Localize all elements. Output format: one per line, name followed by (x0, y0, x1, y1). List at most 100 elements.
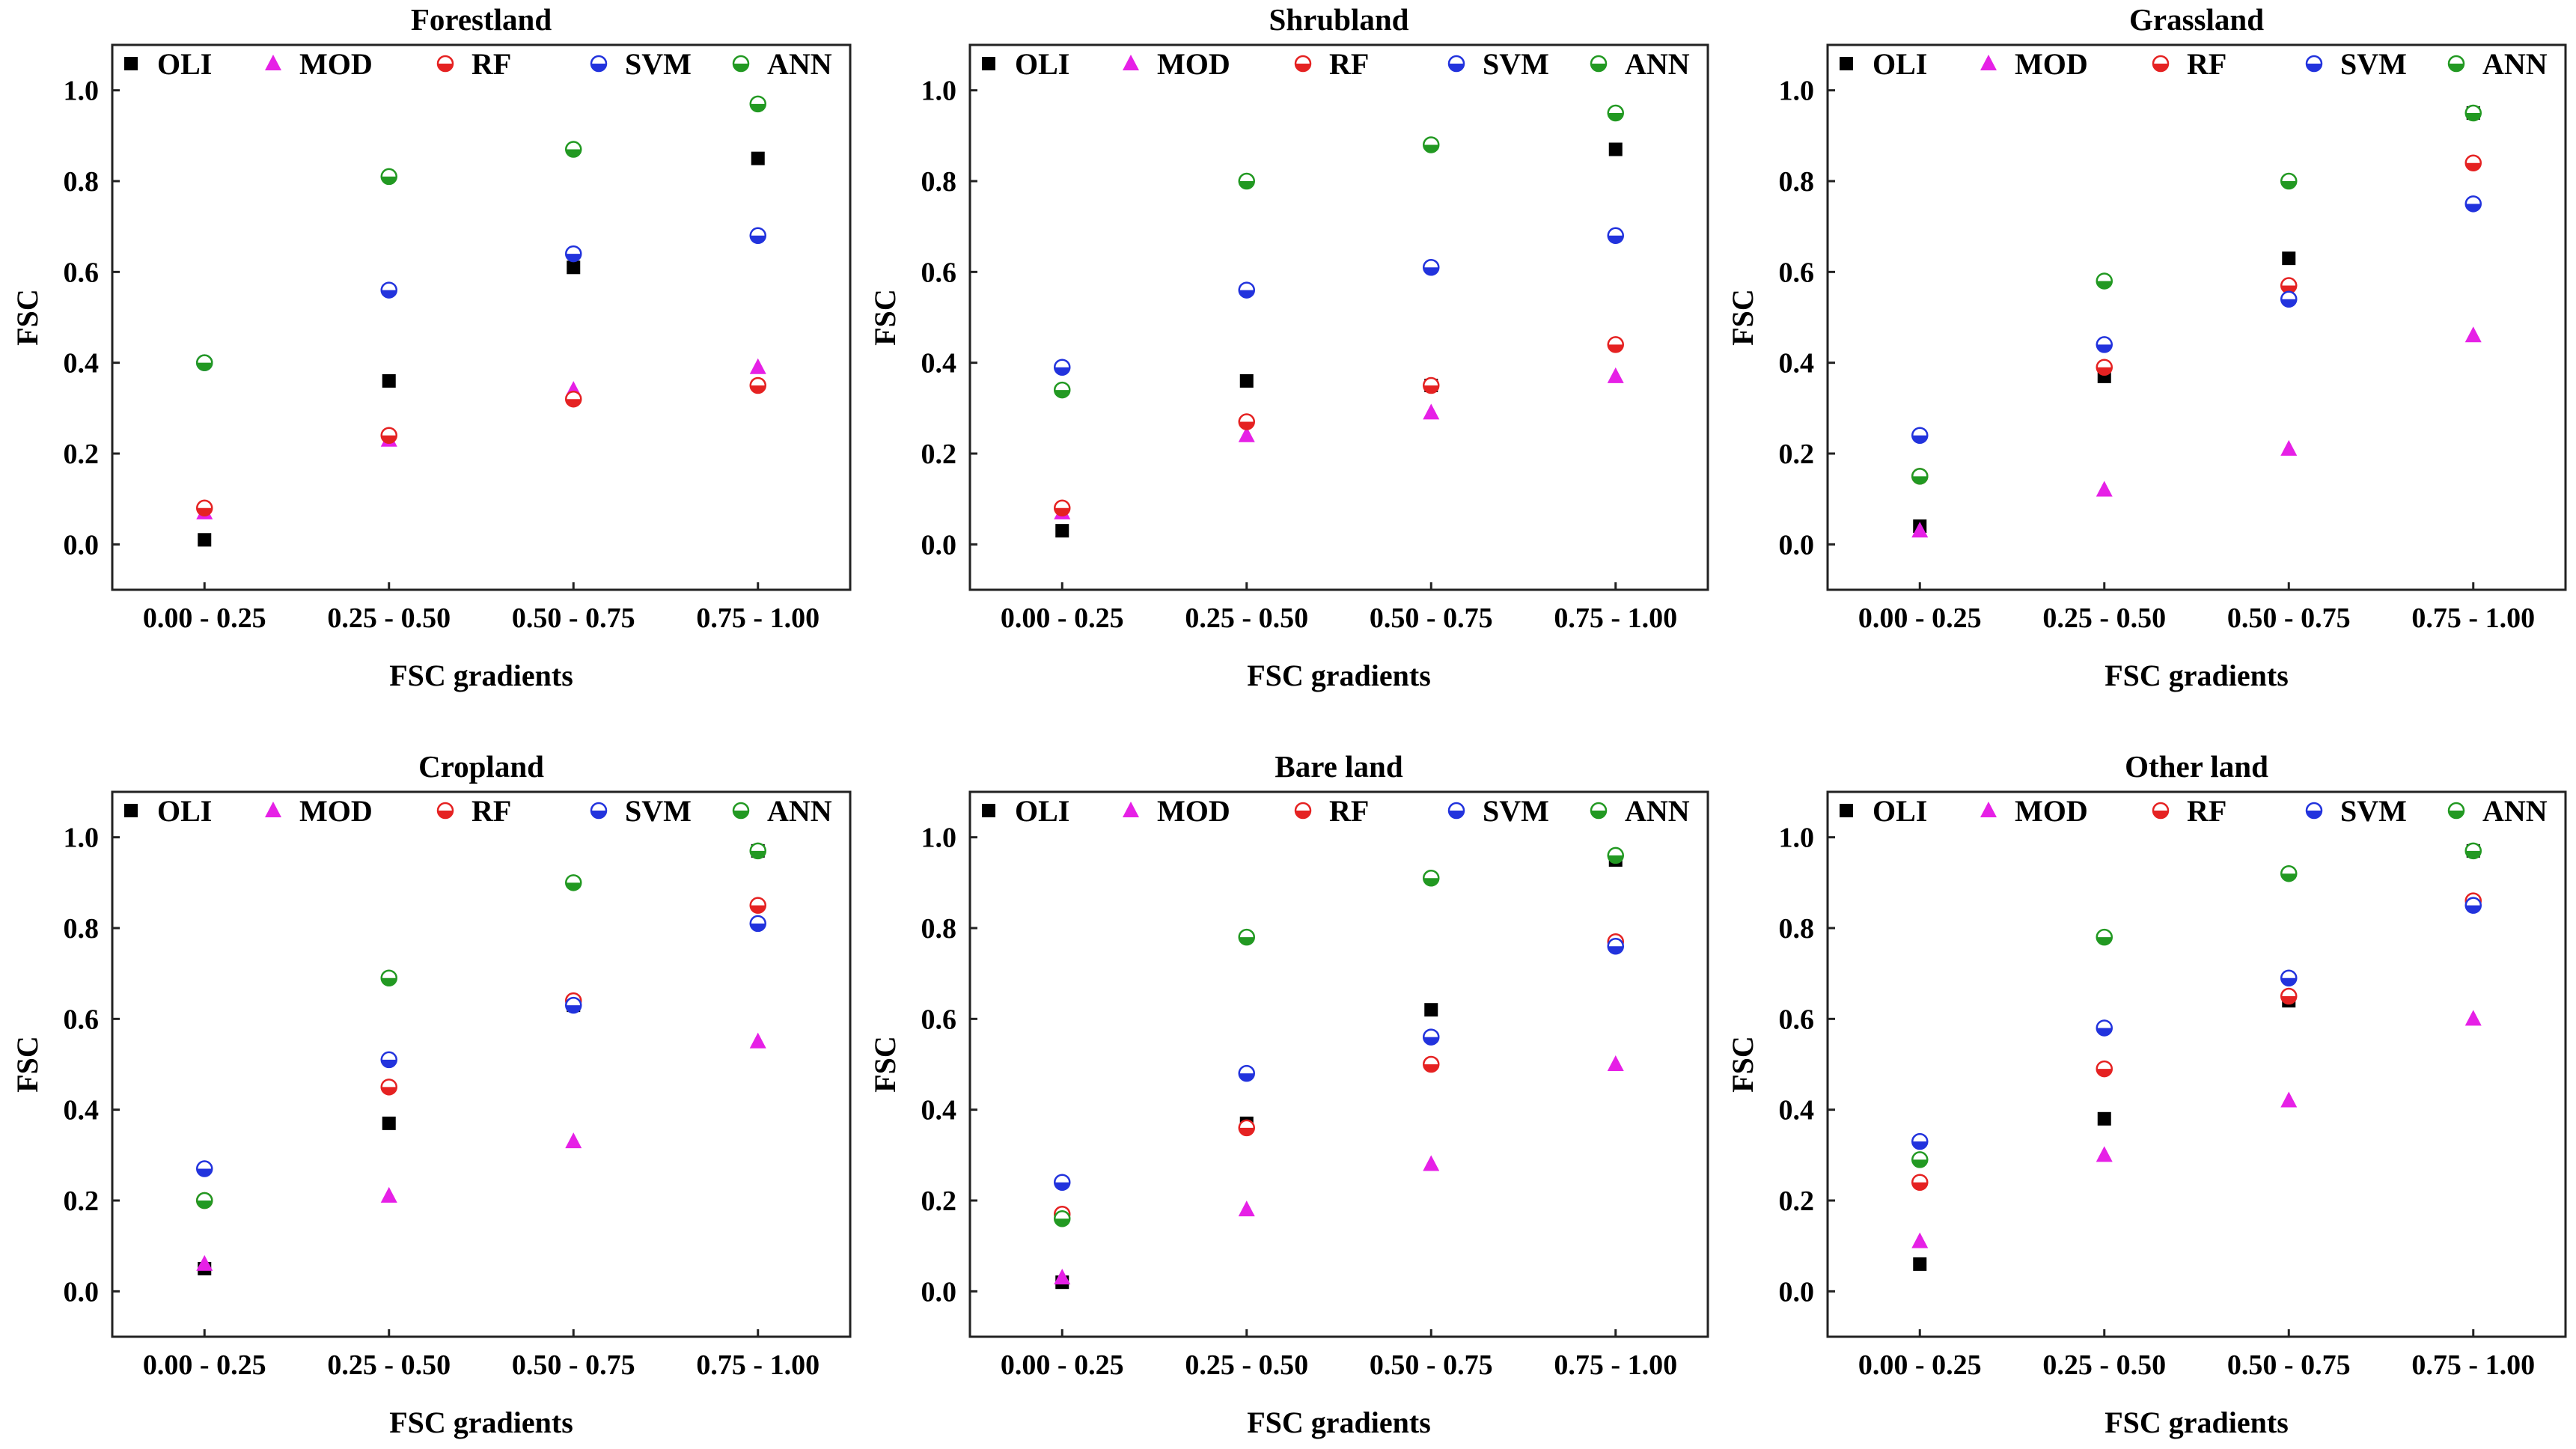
legend-label-rf: RF (2187, 794, 2226, 828)
legend-marker-ann (2447, 55, 2465, 73)
legend-marker-rf (2152, 802, 2170, 820)
legend-label-svm: SVM (2340, 794, 2407, 828)
point-ann (1238, 928, 1255, 946)
point-mod (1911, 1232, 1929, 1248)
y-tick-label: 1.0 (64, 823, 100, 854)
legend-marker-svm (1447, 802, 1465, 820)
y-tick-label: 0.2 (921, 1186, 957, 1217)
point-svm (2096, 336, 2113, 353)
point-ann (1607, 846, 1624, 864)
plot-frame (968, 790, 1709, 1338)
point-mod (1607, 367, 1624, 383)
y-tick-label: 0.4 (1779, 348, 1815, 379)
plot-frame (111, 43, 852, 591)
y-tick-label: 0.0 (1779, 529, 1815, 561)
point-ann (380, 168, 397, 186)
legend-label-svm: SVM (625, 794, 692, 828)
x-tick-label: 0.50 - 0.75 (2227, 1349, 2351, 1381)
x-axis-label: FSC gradients (2105, 1406, 2289, 1439)
point-svm (565, 996, 582, 1014)
point-mod (1607, 1055, 1624, 1071)
x-tick-label: 0.50 - 0.75 (512, 603, 635, 634)
point-mod (1238, 1201, 1255, 1217)
y-tick-label: 0.8 (64, 166, 100, 198)
point-ann (2280, 172, 2298, 190)
point-ann (565, 874, 582, 891)
point-svm (1054, 359, 1071, 376)
legend-marker-svm (1447, 55, 1465, 73)
point-oli (1913, 1257, 1927, 1271)
legend-marker-svm (590, 55, 608, 73)
legend-label-rf: RF (1329, 794, 1369, 828)
y-tick-label: 0.4 (64, 1095, 100, 1126)
legend-label-svm: SVM (1483, 794, 1549, 828)
x-axis-label: FSC gradients (389, 659, 573, 692)
panel-shrubland: Shrubland 0.0 0.2 0.4 0.6 0.8 1.0 0.00 - 0.25 0.… (868, 2, 1709, 692)
y-tick-label: 0.4 (921, 1095, 957, 1126)
legend-marker-svm (590, 802, 608, 820)
legend-label-mod: MOD (1157, 794, 1230, 828)
legend-marker-rf (436, 55, 454, 73)
point-oli (1424, 1003, 1438, 1017)
x-tick-label: 0.25 - 0.50 (2042, 1349, 2166, 1381)
point-ann (2096, 928, 2113, 946)
panel-forestland: Forestland 0.0 0.2 0.4 0.6 0.8 1.0 0.00 - 0.25 0… (10, 2, 852, 692)
y-axis-label: FSC (1726, 1036, 1759, 1093)
y-tick-label: 0.6 (921, 1004, 957, 1035)
point-svm (2464, 897, 2482, 914)
point-oli (1239, 373, 1254, 388)
point-rf (2464, 154, 2482, 171)
point-mod (380, 1186, 397, 1203)
legend-marker-mod (1123, 802, 1139, 817)
point-svm (1607, 938, 1624, 955)
point-oli (567, 260, 581, 275)
point-svm (565, 245, 582, 263)
x-tick-label: 0.00 - 0.25 (143, 1349, 266, 1381)
x-tick-label: 0.75 - 1.00 (2411, 603, 2535, 634)
x-tick-label: 0.25 - 0.50 (327, 1349, 451, 1381)
point-ann (1423, 870, 1440, 887)
legend-marker-oli (124, 804, 138, 817)
legend-marker-rf (1294, 55, 1312, 73)
point-svm (380, 281, 397, 299)
legend: OLI MOD RF SVM ANN (124, 47, 832, 81)
point-svm (1054, 1174, 1071, 1191)
point-ann (2464, 842, 2482, 860)
point-ann (2096, 272, 2113, 290)
panel-title: Other land (2125, 749, 2268, 784)
point-ann (1054, 381, 1071, 399)
legend-marker-ann (1590, 802, 1608, 820)
y-tick-label: 0.4 (921, 348, 957, 379)
y-axis-label: FSC (10, 289, 44, 346)
legend-marker-oli (982, 804, 995, 817)
plot-frame (111, 790, 852, 1338)
y-tick-label: 0.2 (64, 439, 100, 470)
point-svm (1238, 281, 1255, 299)
legend-label-ann: ANN (1625, 794, 1690, 828)
y-tick-label: 1.0 (1779, 76, 1815, 107)
point-svm (1238, 1064, 1255, 1082)
legend: OLI MOD RF SVM ANN (1840, 47, 2548, 81)
x-tick-label: 0.00 - 0.25 (1858, 603, 1982, 634)
legend-label-ann: ANN (767, 794, 832, 828)
y-tick-label: 0.6 (921, 257, 957, 288)
legend-marker-ann (2447, 802, 2465, 820)
point-ann (1423, 136, 1440, 153)
point-oli (382, 1116, 396, 1130)
legend-marker-oli (1840, 57, 1853, 70)
legend-marker-mod (1980, 802, 1997, 817)
point-ann (565, 141, 582, 158)
x-tick-label: 0.25 - 0.50 (327, 603, 451, 634)
x-tick-label: 0.75 - 1.00 (696, 603, 820, 634)
point-rf (1607, 336, 1624, 353)
y-tick-label: 0.0 (1779, 1276, 1815, 1308)
point-rf (749, 897, 766, 914)
point-oli (2282, 251, 2296, 266)
point-svm (2280, 969, 2298, 986)
point-mod (1423, 1155, 1440, 1171)
legend-label-mod: MOD (2015, 47, 2088, 81)
point-rf (2280, 987, 2298, 1005)
point-rf (380, 1079, 397, 1096)
legend-marker-oli (982, 57, 995, 70)
x-tick-label: 0.75 - 1.00 (696, 1349, 820, 1381)
